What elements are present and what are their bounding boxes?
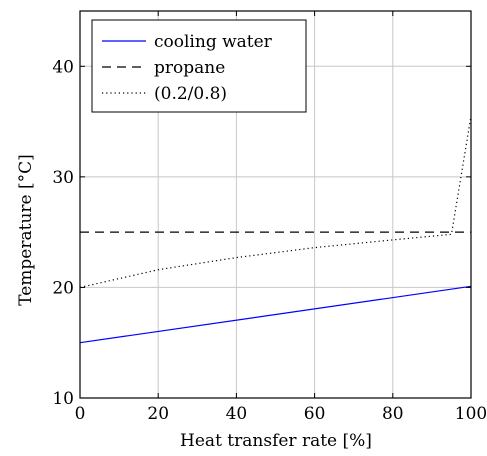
x-tick-label: 60 <box>304 404 326 424</box>
y-tick-label: 20 <box>52 278 74 298</box>
y-axis-label: Temperature [°C] <box>16 154 36 306</box>
series-line-3 <box>79 115 472 289</box>
x-tick-label: 100 <box>455 404 487 424</box>
legend-label: cooling water <box>154 32 273 52</box>
axes: 0 20 40 60 80 100 10 20 30 40 <box>52 10 487 424</box>
legend-label: (0.2/0.8) <box>154 84 227 104</box>
legend-box <box>91 19 307 113</box>
plot-frame <box>79 10 472 399</box>
x-tick-label: 40 <box>226 404 248 424</box>
y-tick-label: 30 <box>52 168 74 188</box>
legend-label: propane <box>154 58 225 78</box>
x-tick-label: 20 <box>147 404 169 424</box>
series-layer <box>79 115 472 344</box>
y-tick-label: 40 <box>52 57 74 77</box>
y-tick-label: 10 <box>52 389 74 409</box>
series-line-1 <box>79 285 472 344</box>
x-tick-label: 80 <box>382 404 404 424</box>
x-tick-label: 0 <box>75 404 86 424</box>
legend: cooling water propane (0.2/0.8) <box>91 19 307 113</box>
x-axis-label: Heat transfer rate [%] <box>180 431 372 451</box>
